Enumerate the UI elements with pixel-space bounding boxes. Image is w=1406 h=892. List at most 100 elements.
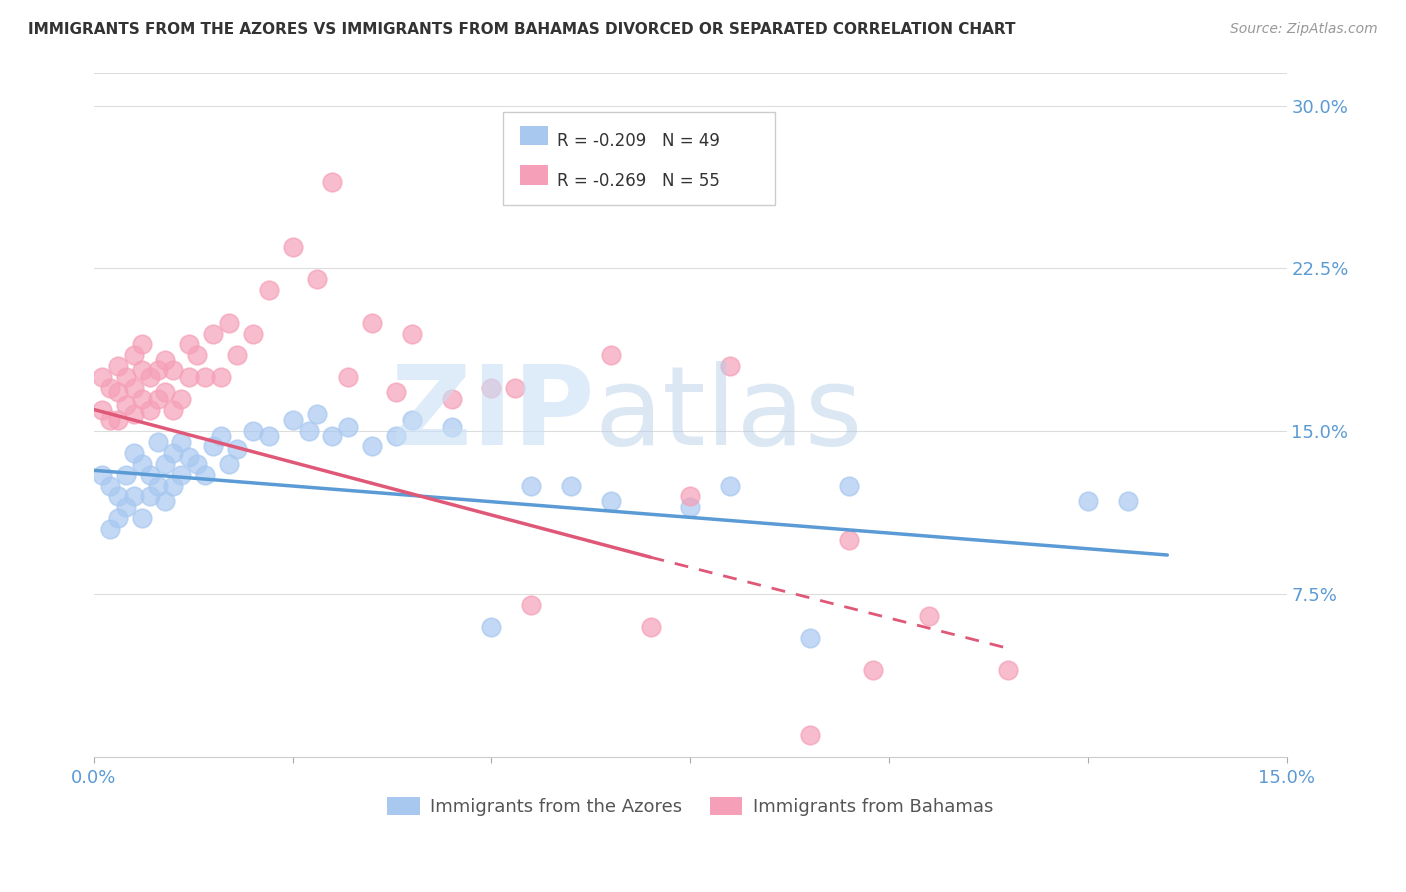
Point	[401, 413, 423, 427]
Point	[799, 728, 821, 742]
Point	[90, 467, 112, 482]
Text: ZIP: ZIP	[391, 361, 595, 468]
Point	[122, 489, 145, 503]
Point	[179, 370, 201, 384]
Point	[1116, 493, 1139, 508]
Text: R = -0.209   N = 49: R = -0.209 N = 49	[558, 132, 720, 150]
Point	[170, 435, 193, 450]
Point	[131, 392, 153, 406]
Point	[138, 489, 160, 503]
Point	[918, 608, 941, 623]
Point	[98, 381, 121, 395]
Point	[440, 420, 463, 434]
Point	[179, 450, 201, 465]
Point	[305, 272, 328, 286]
Point	[297, 424, 319, 438]
Point	[90, 402, 112, 417]
Point	[202, 440, 225, 454]
Point	[162, 478, 184, 492]
Point	[281, 413, 304, 427]
Point	[186, 348, 208, 362]
Point	[281, 240, 304, 254]
Point	[155, 385, 177, 400]
Point	[146, 435, 169, 450]
Point	[170, 467, 193, 482]
Point	[361, 440, 384, 454]
Point	[146, 392, 169, 406]
Point	[194, 467, 217, 482]
Point	[481, 620, 503, 634]
Point	[385, 428, 408, 442]
Point	[520, 478, 543, 492]
Point	[361, 316, 384, 330]
Point	[218, 316, 240, 330]
Point	[114, 500, 136, 515]
Point	[337, 370, 360, 384]
Point	[257, 428, 280, 442]
Point	[98, 413, 121, 427]
Point	[98, 478, 121, 492]
Point	[131, 511, 153, 525]
Point	[337, 420, 360, 434]
Point	[242, 424, 264, 438]
Point	[146, 478, 169, 492]
Point	[107, 511, 129, 525]
Point	[131, 457, 153, 471]
Point	[242, 326, 264, 341]
Point	[401, 326, 423, 341]
Point	[114, 370, 136, 384]
Point	[679, 489, 702, 503]
Text: atlas: atlas	[595, 361, 863, 468]
Legend: Immigrants from the Azores, Immigrants from Bahamas: Immigrants from the Azores, Immigrants f…	[380, 789, 1001, 823]
Point	[481, 381, 503, 395]
Point	[385, 385, 408, 400]
Text: R = -0.269   N = 55: R = -0.269 N = 55	[558, 172, 720, 190]
Point	[162, 402, 184, 417]
Point	[640, 620, 662, 634]
Point	[209, 428, 232, 442]
Point	[321, 175, 343, 189]
Point	[997, 663, 1019, 677]
Point	[520, 598, 543, 612]
Point	[179, 337, 201, 351]
Point	[107, 385, 129, 400]
Point	[90, 370, 112, 384]
Point	[257, 283, 280, 297]
Point	[440, 392, 463, 406]
Point	[679, 500, 702, 515]
Point	[599, 348, 621, 362]
Point	[131, 363, 153, 377]
Point	[718, 478, 741, 492]
Point	[218, 457, 240, 471]
Point	[114, 398, 136, 412]
Text: Source: ZipAtlas.com: Source: ZipAtlas.com	[1230, 22, 1378, 37]
Point	[838, 478, 860, 492]
Point	[107, 359, 129, 373]
Point	[146, 363, 169, 377]
Point	[838, 533, 860, 547]
Point	[122, 446, 145, 460]
Point	[226, 348, 249, 362]
Point	[131, 337, 153, 351]
Point	[226, 442, 249, 456]
Point	[138, 370, 160, 384]
Point	[138, 402, 160, 417]
Point	[107, 489, 129, 503]
Point	[114, 467, 136, 482]
Point	[305, 407, 328, 421]
Point	[505, 381, 527, 395]
Point	[138, 467, 160, 482]
Point	[162, 363, 184, 377]
Point	[321, 428, 343, 442]
Point	[122, 407, 145, 421]
Point	[862, 663, 884, 677]
Point	[1077, 493, 1099, 508]
Point	[186, 457, 208, 471]
Point	[162, 446, 184, 460]
Point	[194, 370, 217, 384]
Point	[155, 352, 177, 367]
Point	[155, 457, 177, 471]
Point	[170, 392, 193, 406]
Text: IMMIGRANTS FROM THE AZORES VS IMMIGRANTS FROM BAHAMAS DIVORCED OR SEPARATED CORR: IMMIGRANTS FROM THE AZORES VS IMMIGRANTS…	[28, 22, 1015, 37]
Point	[209, 370, 232, 384]
